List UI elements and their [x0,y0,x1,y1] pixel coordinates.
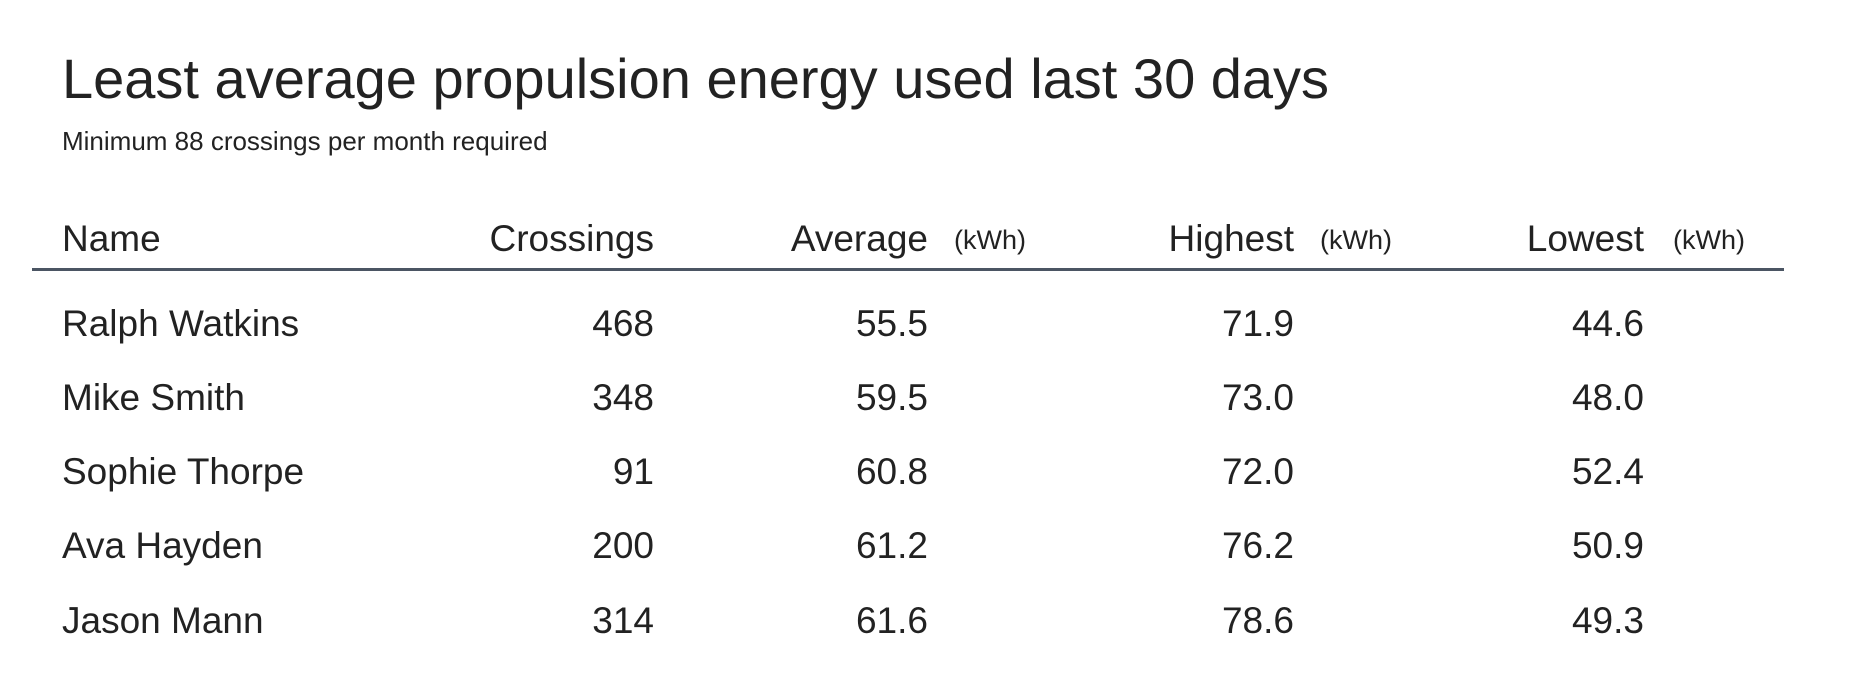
cell-crossings: 348 [592,377,654,418]
table-row: Ava Hayden 200 61.2 76.2 50.9 [0,524,1858,598]
header-average-unit: (kWh) [954,225,1026,255]
cell-highest: 71.9 [1221,303,1294,344]
table-row: Mike Smith 348 59.5 73.0 48.0 [0,376,1858,450]
cell-crossings: 468 [592,303,654,344]
header-lowest-unit: (kWh) [1673,225,1745,255]
cell-average: 61.6 [855,600,928,641]
header-highest-unit: (kWh) [1320,225,1392,255]
cell-average: 55.5 [855,303,928,344]
cell-highest: 73.0 [1221,377,1294,418]
table-row: Sophie Thorpe 91 60.8 72.0 52.4 [0,450,1858,524]
cell-average: 60.8 [855,451,928,492]
table-row: Jason Mann 314 61.6 78.6 49.3 [0,599,1858,673]
cell-name: Ava Hayden [62,525,263,566]
cell-average: 59.5 [855,377,928,418]
cell-highest: 78.6 [1221,600,1294,641]
cell-crossings: 314 [592,600,654,641]
cell-lowest: 48.0 [1571,377,1644,418]
cell-name: Mike Smith [62,377,245,418]
table-row: Ralph Watkins 468 55.5 71.9 44.6 [0,302,1858,376]
page-title: Least average propulsion energy used las… [62,47,1330,110]
cell-name: Ralph Watkins [62,303,300,344]
header-highest: Highest [1168,218,1294,259]
cell-name: Jason Mann [62,600,264,641]
cell-lowest: 50.9 [1571,525,1644,566]
header-average: Average [790,218,928,259]
header-lowest: Lowest [1526,218,1644,259]
cell-lowest: 49.3 [1571,600,1644,641]
cell-crossings: 91 [612,451,654,492]
header-crossings: Crossings [489,218,655,259]
page-subtitle: Minimum 88 crossings per month required [62,126,548,156]
cell-highest: 76.2 [1221,525,1294,566]
header-name: Name [62,218,161,259]
cell-name: Sophie Thorpe [62,451,305,492]
cell-average: 61.2 [855,525,928,566]
header-divider [32,268,1784,271]
cell-lowest: 44.6 [1571,303,1644,344]
cell-crossings: 200 [592,525,654,566]
cell-highest: 72.0 [1221,451,1294,492]
cell-lowest: 52.4 [1571,451,1644,492]
